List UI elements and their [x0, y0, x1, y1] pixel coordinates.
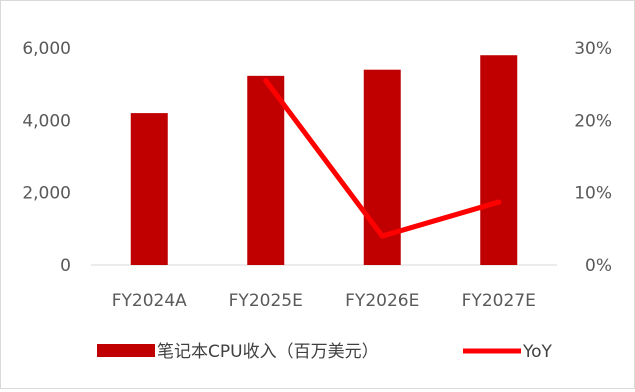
legend-swatch-bar: [97, 344, 155, 357]
left-tick-label: 2,000: [22, 184, 71, 204]
left-tick-label: 6,000: [22, 39, 71, 59]
x-tick-label: FY2025E: [229, 291, 303, 311]
left-tick-label: 0: [60, 256, 71, 276]
x-tick-label: FY2027E: [462, 291, 536, 311]
left-tick-label: 4,000: [22, 111, 71, 131]
x-tick-label: FY2026E: [345, 291, 419, 311]
right-tick-label: 30%: [574, 39, 612, 59]
legend: 笔记本CPU收入（百万美元） YoY: [97, 342, 553, 362]
bar: [247, 75, 285, 266]
yoy-point: [379, 233, 385, 239]
yoy-point: [496, 199, 502, 205]
x-tick-label: FY2024A: [112, 291, 187, 311]
legend-label-bar: 笔记本CPU收入（百万美元）: [157, 342, 379, 362]
right-tick-label: 0%: [585, 256, 612, 276]
line-series: [263, 78, 502, 239]
legend-label-line: YoY: [522, 342, 553, 362]
right-tick-label: 10%: [574, 184, 612, 204]
bar: [480, 55, 518, 265]
right-tick-label: 20%: [574, 111, 612, 131]
x-axis: FY2024A FY2025E FY2026E FY2027E: [112, 291, 536, 311]
yoy-point: [263, 78, 269, 84]
right-axis: 0% 10% 20% 30%: [574, 39, 612, 276]
left-axis: 0 2,000 4,000 6,000: [22, 39, 71, 276]
bar: [130, 113, 168, 265]
